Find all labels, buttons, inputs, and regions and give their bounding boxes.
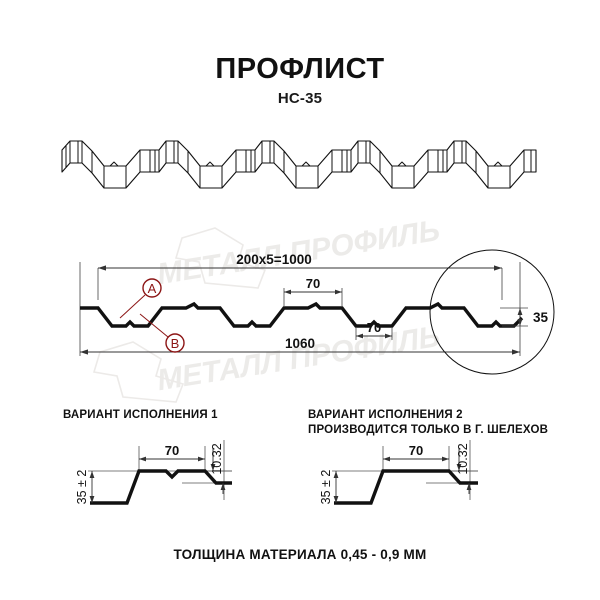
variant-1-caption: ВАРИАНТ ИСПОЛНЕНИЯ 1 [63,408,218,423]
dimension-label-pitch: 200x5=1000 [236,252,311,267]
variant-2-dimension-label-top: 70 [409,443,423,458]
dimension-label-total-width: 1060 [285,336,315,351]
material-thickness-note: ТОЛЩИНА МАТЕРИАЛА 0,45 - 0,9 ММ [173,547,427,562]
isometric-profile-view [61,140,537,189]
detail-magnifier-circle [429,249,555,375]
watermark-logo-icon-secondary [92,341,185,403]
dimension-total-width: 1060 [80,336,520,355]
variant-1-dimension-flange: 10.32 [210,443,226,494]
variant-2-caption-line2: ПРОИЗВОДИТСЯ ТОЛЬКО В Г. ШЕЛЕХОВ [308,424,549,436]
callout-circle-a [142,278,162,298]
variant-2-profile-path [334,469,478,505]
callout-label-a: A [148,281,157,296]
variant-1-caption-line1: ВАРИАНТ ИСПОЛНЕНИЯ 1 [63,409,218,421]
variant-1-profile-path [90,469,232,505]
dimension-height: 35 [500,307,549,327]
variant-2-caption: ВАРИАНТ ИСПОЛНЕНИЯ 2 ПРОИЗВОДИТСЯ ТОЛЬКО… [308,408,548,438]
page-title: ПРОФЛИСТ [215,53,385,85]
dimension-rib-top: 70 [283,276,343,306]
variant-2-caption-line1: ВАРИАНТ ИСПОЛНЕНИЯ 2 [308,409,463,421]
isometric-fold-lines [61,141,537,188]
callout-marker-a: A [119,278,162,319]
profile-crest-notches [185,302,443,309]
variant-1-detail: 70 35 ± 2 10.32 [75,440,232,505]
variant-2-dimension-label-flange: 10.32 [456,443,470,474]
dimension-rib-bottom: 70 [355,320,393,340]
variant-1-dimension-height: 35 ± 2 [75,470,95,505]
variant-2-dimension-flange: 10.32 [456,443,472,494]
product-code: НС-35 [277,90,323,107]
isometric-body-outline [61,140,537,189]
callout-marker-b: B [139,313,185,353]
callout-circle-b [165,333,185,353]
variant-1-dimension-label-top: 70 [165,443,179,458]
variant-2-dimension-label-height: 35 ± 2 [319,470,333,505]
dimension-label-height: 35 [533,310,549,325]
variant-2-dimension-height: 35 ± 2 [319,470,339,505]
dimension-label-rib-bottom: 70 [367,320,381,335]
variant-1-dimension-top: 70 [139,443,205,462]
variant-1-dimension-label-height: 35 ± 2 [75,470,89,505]
callout-label-b: B [171,336,180,351]
variant-2-detail: 70 35 ± 2 10.32 [319,440,478,505]
main-cross-section: 200x5=1000 1060 [79,249,555,375]
dimension-pitch: 200x5=1000 [98,252,502,271]
dimension-label-rib-top: 70 [306,276,320,291]
variant-2-dimension-top: 70 [383,443,449,462]
isometric-valley-notches [109,161,503,167]
variant-1-dimension-label-flange: 10.32 [210,443,224,474]
watermark-layer: МЕТАЛЛ ПРОФИЛЬ МЕТАЛЛ ПРОФИЛЬ [92,214,442,403]
watermark-text-bottom: МЕТАЛЛ ПРОФИЛЬ [155,320,442,397]
profile-cross-section-path [80,301,524,328]
watermark-logo-icon [174,227,267,289]
